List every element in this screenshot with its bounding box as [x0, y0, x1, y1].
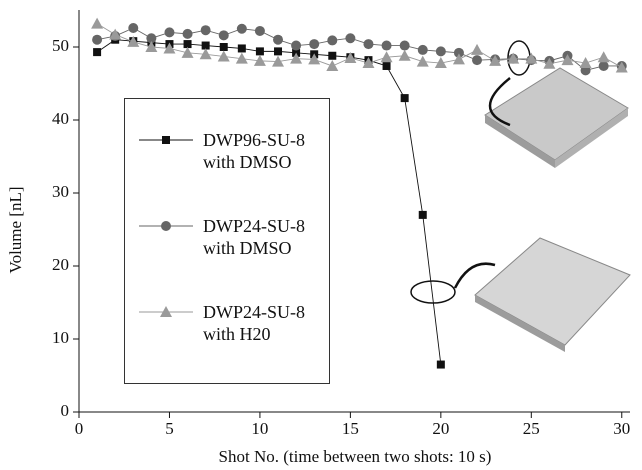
- y-tick-label: 20: [52, 255, 69, 274]
- series-line: [97, 27, 622, 71]
- marker: [255, 47, 264, 56]
- marker: [237, 44, 246, 53]
- marker: [434, 57, 447, 69]
- x-tick-label: 10: [251, 419, 268, 438]
- marker: [435, 46, 446, 57]
- legend: DWP96-SU-8 with DMSO DWP24-SU-8 with DMSO…: [124, 98, 330, 384]
- arrow: [453, 262, 496, 289]
- marker: [199, 48, 212, 60]
- x-tick-label: 5: [165, 419, 174, 438]
- legend-symbol: [139, 136, 193, 144]
- marker: [183, 40, 192, 49]
- legend-label: DWP24-SU-8 with DMSO: [203, 216, 305, 258]
- marker: [92, 34, 103, 45]
- y-axis-label: Volume [nL]: [6, 186, 25, 273]
- marker: [328, 51, 337, 60]
- y-tick-label: 50: [52, 36, 69, 55]
- marker: [309, 39, 320, 50]
- legend-symbol: [139, 306, 193, 317]
- marker: [418, 210, 427, 219]
- marker: [436, 360, 445, 369]
- marker: [181, 46, 194, 58]
- marker: [161, 221, 171, 231]
- marker: [145, 41, 158, 52]
- x-axis-label: Shot No. (time between two shots: 10 s): [219, 447, 492, 466]
- marker: [160, 306, 172, 317]
- y-tick-label: 40: [52, 109, 69, 128]
- marker: [127, 35, 140, 47]
- marker: [253, 54, 266, 66]
- photo-96-well: [474, 237, 631, 352]
- marker: [200, 25, 211, 36]
- marker: [219, 43, 228, 51]
- marker: [128, 23, 139, 34]
- marker: [363, 39, 374, 50]
- marker: [326, 59, 339, 71]
- marker: [417, 44, 428, 55]
- marker: [615, 61, 628, 73]
- marker: [162, 136, 170, 144]
- y-tick-label: 0: [61, 401, 70, 420]
- marker: [453, 47, 464, 58]
- marker: [274, 47, 283, 56]
- marker: [272, 55, 285, 67]
- marker: [579, 57, 592, 69]
- marker: [489, 54, 502, 66]
- marker: [327, 35, 338, 46]
- marker: [543, 57, 556, 69]
- marker: [525, 52, 538, 64]
- photo-24-well: [484, 67, 629, 168]
- marker: [471, 43, 484, 55]
- marker: [201, 41, 210, 50]
- marker: [109, 28, 122, 40]
- marker: [344, 51, 357, 63]
- marker: [254, 25, 265, 36]
- marker: [598, 60, 609, 71]
- marker: [163, 42, 176, 54]
- marker: [235, 52, 248, 64]
- marker: [507, 52, 520, 64]
- marker: [399, 40, 410, 51]
- arrow: [488, 77, 511, 127]
- marker: [236, 23, 247, 34]
- legend-symbol: [139, 221, 193, 231]
- marker: [362, 57, 375, 69]
- marker: [218, 30, 229, 41]
- x-tick-label: 20: [432, 419, 449, 438]
- marker: [380, 51, 393, 63]
- marker: [345, 33, 356, 44]
- marker: [164, 27, 175, 38]
- marker: [398, 49, 411, 61]
- marker: [381, 40, 392, 51]
- marker: [308, 53, 321, 65]
- legend-label: DWP96-SU-8 with DMSO: [203, 130, 305, 172]
- marker: [561, 54, 574, 66]
- x-tick-label: 30: [613, 419, 630, 438]
- marker: [273, 34, 284, 45]
- marker: [382, 61, 391, 70]
- x-tick-label: 15: [342, 419, 359, 438]
- x-tick-label: 0: [75, 419, 84, 438]
- marker: [597, 51, 610, 63]
- legend-label: DWP24-SU-8 with H20: [203, 302, 305, 344]
- marker: [146, 33, 157, 44]
- y-tick-label: 30: [52, 182, 69, 201]
- marker: [290, 52, 303, 64]
- x-tick-label: 25: [523, 419, 540, 438]
- marker: [93, 48, 102, 57]
- marker: [217, 50, 230, 62]
- marker: [182, 28, 193, 39]
- marker: [416, 55, 429, 67]
- y-tick-label: 10: [52, 328, 69, 347]
- marker: [452, 53, 465, 65]
- marker: [91, 17, 104, 29]
- marker: [291, 40, 302, 51]
- marker: [400, 94, 409, 103]
- marker: [472, 55, 483, 66]
